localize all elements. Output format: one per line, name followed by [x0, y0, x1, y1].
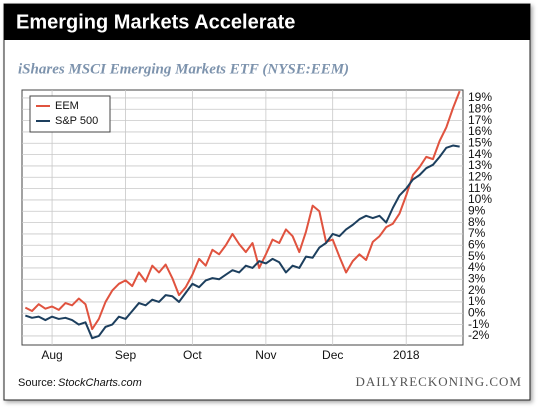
y-tick-label: 9% [468, 203, 486, 217]
source-name: StockCharts.com [58, 377, 142, 389]
y-tick-label: 17% [468, 113, 492, 127]
series-line [24, 90, 461, 331]
x-tick-label: Oct [183, 348, 202, 362]
series-line [25, 144, 460, 340]
subtitle: iShares MSCI Emerging Markets ETF (NYSE:… [18, 61, 349, 77]
y-tick-label: 3% [468, 271, 486, 285]
y-tick-label: 1% [468, 294, 486, 308]
y-tick-label: 10% [468, 192, 492, 206]
y-tick-label: 19% [468, 90, 492, 104]
brand: DAILYRECKONING.COM [355, 374, 522, 389]
legend-label: S&P 500 [55, 115, 98, 127]
legend [29, 95, 111, 133]
y-tick-label: 7% [468, 226, 486, 240]
x-tick-label: Nov [255, 348, 276, 362]
chart-title: Emerging Markets Accelerate [16, 11, 295, 33]
y-tick-label: 0% [468, 305, 486, 319]
y-tick-label: 11% [468, 181, 491, 195]
y-tick-label: 14% [468, 147, 492, 161]
y-tick-label: 15% [468, 135, 492, 149]
y-tick-label: 2% [468, 283, 486, 297]
x-tick-label: Dec [322, 348, 343, 362]
x-tick-label: Aug [41, 348, 62, 362]
y-tick-label: 4% [468, 260, 486, 274]
y-tick-label: 5% [468, 249, 486, 263]
title-bar [4, 4, 530, 40]
y-tick-label: -2% [468, 328, 490, 342]
y-tick-label: 6% [468, 237, 486, 251]
x-tick-label: 2018 [393, 348, 420, 362]
y-tick-label: 8% [468, 215, 486, 229]
source-label: Source: [18, 377, 56, 389]
legend-label: EEM [55, 100, 79, 112]
y-tick-label: 18% [468, 101, 492, 115]
y-tick-label: -1% [468, 317, 490, 331]
y-tick-label: 12% [468, 169, 492, 183]
y-tick-label: 13% [468, 158, 492, 172]
x-tick-label: Sep [115, 348, 137, 362]
y-tick-label: 16% [468, 124, 492, 138]
